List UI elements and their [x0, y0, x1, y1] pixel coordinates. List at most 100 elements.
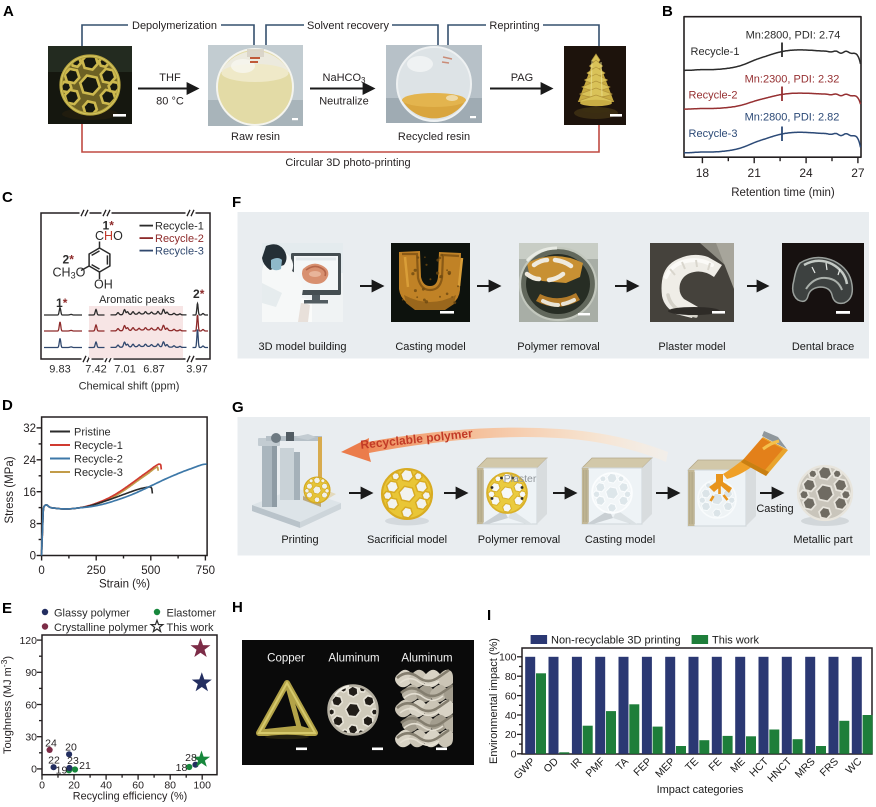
svg-text:18: 18 — [696, 166, 710, 180]
svg-text:2*: 2* — [63, 253, 75, 267]
svg-text:E: E — [2, 600, 12, 617]
svg-text:Reprinting: Reprinting — [489, 20, 539, 32]
svg-text:Non-recyclable 3D printing: Non-recyclable 3D printing — [551, 635, 681, 647]
svg-text:23: 23 — [67, 755, 79, 767]
svg-text:20: 20 — [65, 742, 77, 754]
svg-text:16: 16 — [23, 487, 36, 499]
svg-text:60: 60 — [132, 780, 144, 792]
svg-text:Polymer removal: Polymer removal — [478, 534, 561, 546]
svg-text:3D model building: 3D model building — [258, 341, 346, 353]
svg-text:20: 20 — [505, 729, 517, 741]
svg-text:I: I — [487, 607, 491, 624]
svg-text:Mn:2800, PDI: 2.74: Mn:2800, PDI: 2.74 — [746, 30, 841, 42]
svg-text:Toughness (MJ m-3): Toughness (MJ m-3) — [0, 656, 14, 754]
svg-text:19: 19 — [56, 765, 68, 777]
svg-text:28: 28 — [185, 752, 197, 764]
svg-text:Circular 3D photo-printing: Circular 3D photo-printing — [285, 157, 410, 169]
svg-text:1*: 1* — [103, 218, 115, 232]
svg-text:Plaster model: Plaster model — [658, 341, 725, 353]
svg-text:0: 0 — [31, 764, 37, 776]
svg-text:80: 80 — [164, 780, 176, 792]
svg-text:This work: This work — [167, 622, 215, 634]
svg-text:Retention time (min): Retention time (min) — [731, 187, 835, 199]
svg-text:9.83: 9.83 — [49, 364, 70, 376]
svg-text:80 °C: 80 °C — [156, 96, 184, 108]
svg-text:Polymer removal: Polymer removal — [517, 341, 600, 353]
svg-text:C: C — [2, 189, 13, 206]
svg-text:Plaster: Plaster — [504, 473, 537, 485]
svg-text:0: 0 — [38, 565, 44, 577]
svg-text:Mn:2800, PDI: 2.82: Mn:2800, PDI: 2.82 — [745, 112, 840, 124]
svg-text:Recycling efficiency (%): Recycling efficiency (%) — [73, 791, 187, 803]
svg-text:100: 100 — [193, 780, 211, 792]
svg-text:24: 24 — [45, 738, 57, 750]
svg-text:2*: 2* — [193, 287, 205, 301]
svg-text:CH3O: CH3O — [53, 266, 86, 281]
svg-text:40: 40 — [100, 780, 112, 792]
svg-text:Recycle-1: Recycle-1 — [155, 220, 204, 232]
svg-text:CHO: CHO — [95, 229, 123, 243]
svg-text:120: 120 — [19, 635, 37, 647]
svg-text:Recycle-1: Recycle-1 — [74, 440, 123, 452]
svg-text:Chemical shift (ppm): Chemical shift (ppm) — [79, 381, 180, 393]
svg-text:8: 8 — [30, 519, 36, 531]
svg-text:Recycle-2: Recycle-2 — [155, 233, 204, 245]
svg-text:80: 80 — [505, 671, 517, 683]
svg-text:40: 40 — [505, 710, 517, 722]
svg-text:Aromatic peaks: Aromatic peaks — [99, 294, 175, 306]
svg-text:0: 0 — [511, 749, 517, 761]
svg-text:20: 20 — [68, 780, 80, 792]
svg-text:Casting model: Casting model — [395, 341, 465, 353]
svg-text:NaHCO3: NaHCO3 — [323, 72, 367, 85]
svg-text:Casting model: Casting model — [585, 534, 655, 546]
svg-text:90: 90 — [25, 667, 37, 679]
svg-text:Recycled resin: Recycled resin — [398, 131, 470, 143]
svg-text:3.97: 3.97 — [186, 364, 207, 376]
svg-text:Metallic part: Metallic part — [793, 534, 852, 546]
svg-text:Copper: Copper — [267, 653, 305, 665]
svg-text:32: 32 — [23, 423, 36, 435]
svg-text:7.42: 7.42 — [85, 364, 106, 376]
svg-text:0: 0 — [30, 551, 36, 563]
svg-text:F: F — [232, 194, 241, 211]
svg-text:Depolymerization: Depolymerization — [132, 20, 217, 32]
svg-text:6.87: 6.87 — [143, 364, 164, 376]
svg-text:THF: THF — [159, 72, 181, 84]
svg-text:Sacrificial model: Sacrificial model — [367, 534, 447, 546]
svg-text:H: H — [232, 599, 243, 616]
svg-text:1*: 1* — [56, 296, 68, 310]
svg-text:100: 100 — [499, 652, 517, 664]
svg-text:A: A — [3, 3, 14, 20]
svg-text:Aluminum: Aluminum — [328, 653, 379, 665]
svg-text:60: 60 — [25, 699, 37, 711]
svg-text:Printing: Printing — [281, 534, 318, 546]
svg-text:250: 250 — [87, 565, 106, 577]
svg-text:Aluminum: Aluminum — [401, 653, 452, 665]
svg-text:24: 24 — [23, 455, 36, 467]
svg-text:7.01: 7.01 — [114, 364, 135, 376]
svg-text:0: 0 — [39, 780, 45, 792]
svg-text:22: 22 — [48, 755, 60, 767]
svg-text:Casting: Casting — [756, 503, 793, 515]
svg-text:Stress (MPa): Stress (MPa) — [4, 456, 16, 523]
svg-text:27: 27 — [851, 166, 865, 180]
svg-text:Neutralize: Neutralize — [319, 96, 369, 108]
svg-text:B: B — [662, 3, 673, 20]
svg-text:Recycle-2: Recycle-2 — [74, 454, 123, 466]
svg-text:Recycle-1: Recycle-1 — [691, 46, 740, 58]
svg-text:Impact categories: Impact categories — [657, 784, 744, 796]
svg-text:Environmental impact (%): Environmental impact (%) — [488, 638, 500, 764]
svg-text:24: 24 — [799, 166, 813, 180]
svg-text:Pristine: Pristine — [74, 427, 111, 439]
svg-text:Recycle-3: Recycle-3 — [689, 128, 738, 140]
svg-text:PAG: PAG — [511, 72, 533, 84]
svg-text:Glassy polymer: Glassy polymer — [54, 608, 130, 620]
svg-text:30: 30 — [25, 732, 37, 744]
svg-text:Raw resin: Raw resin — [231, 131, 280, 143]
svg-text:Recycle-3: Recycle-3 — [74, 467, 123, 479]
svg-text:21: 21 — [79, 760, 91, 772]
svg-text:750: 750 — [196, 565, 215, 577]
svg-text:G: G — [232, 399, 244, 416]
svg-text:Solvent recovery: Solvent recovery — [307, 20, 389, 32]
svg-text:Recycle-2: Recycle-2 — [689, 90, 738, 102]
